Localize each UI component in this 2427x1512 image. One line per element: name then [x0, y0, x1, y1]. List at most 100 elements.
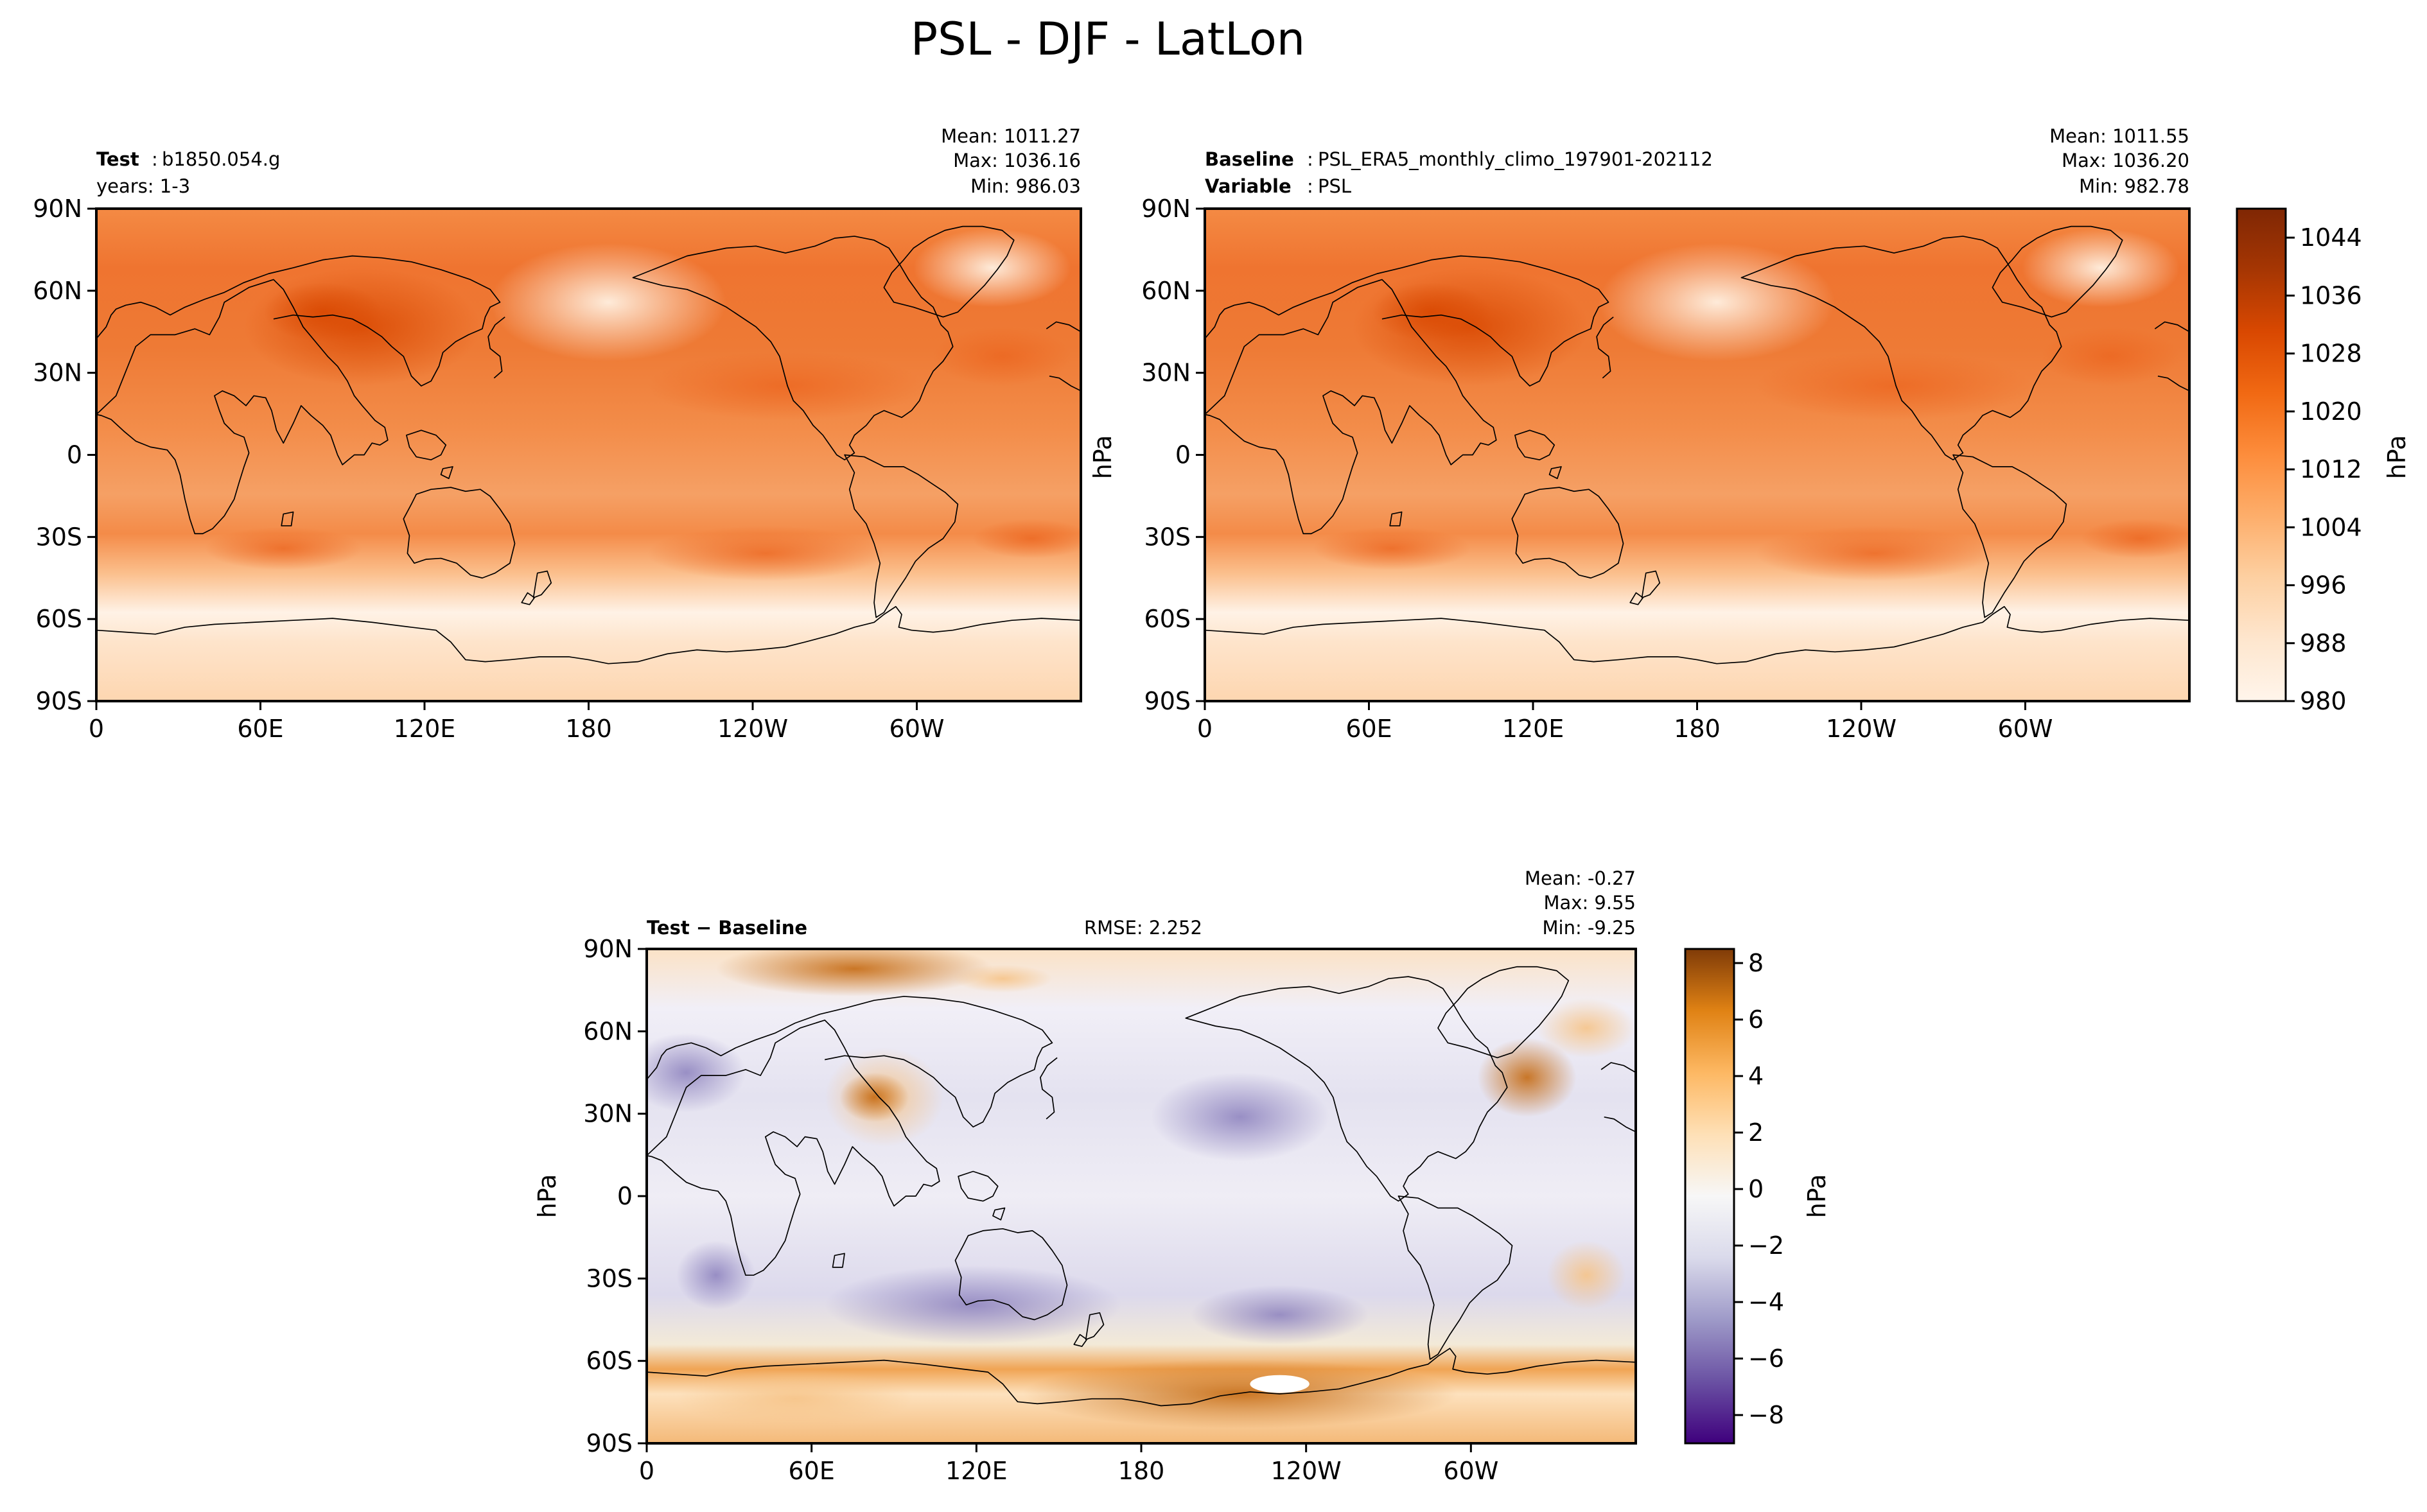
test-x-tick-label: 60W [889, 715, 945, 743]
test-header-sep: : [152, 148, 158, 170]
difference-map-x-ticks: 0 60E 120E 180 120W 60W [639, 1443, 1498, 1485]
difference-colorbar-label: hPa [1803, 1174, 1831, 1219]
psl-colorbar-tick-label: 980 [2300, 687, 2347, 715]
test-header-label: Test [96, 148, 139, 170]
psl-colorbar-tick-label: 1012 [2300, 455, 2362, 483]
baseline-y-tick-label: 0 [1175, 441, 1191, 469]
baseline-variable-sep: : [1307, 175, 1313, 197]
difference-y-axis-label: hPa [533, 1174, 561, 1219]
baseline-x-tick-label: 120E [1502, 715, 1564, 743]
difference-colorbar-tick-label: −6 [1748, 1344, 1784, 1373]
baseline-map-x-ticks: 0 60E 120E 180 120W 60W [1197, 701, 2053, 743]
baseline-stat-min: Min: 982.78 [2079, 175, 2189, 197]
difference-colorbar-ramp [1684, 948, 1735, 1445]
figure-title: PSL - DJF - LatLon [911, 13, 1305, 65]
psl-colorbar-ramp [2236, 207, 2287, 702]
difference-colorbar-tick-label: 4 [1748, 1062, 1764, 1090]
difference-psl-field [647, 949, 1636, 1443]
psl-colorbar-tick-label: 1028 [2300, 340, 2362, 368]
baseline-x-tick-label: 60W [1998, 715, 2053, 743]
difference-colorbar-tick-label: 0 [1748, 1175, 1764, 1203]
difference-stat-mean: Mean: -0.27 [1525, 867, 1636, 889]
difference-y-tick-label: 90N [583, 935, 633, 963]
test-y-tick-label: 90N [33, 195, 82, 223]
test-map-x-ticks: 0 60E 120E 180 120W 60W [89, 701, 945, 743]
difference-y-tick-label: 30S [586, 1264, 633, 1292]
test-stat-mean: Mean: 1011.27 [941, 125, 1081, 147]
baseline-stat-max: Max: 1036.20 [2062, 150, 2189, 171]
difference-colorbar-tick-label: −4 [1748, 1288, 1784, 1316]
baseline-x-tick-label: 180 [1674, 715, 1721, 743]
test-stat-min: Min: 986.03 [970, 175, 1081, 197]
difference-map-y-ticks: 90N 60N 30N 0 30S 60S 90S [583, 935, 647, 1457]
baseline-y-axis-label: hPa [1089, 435, 1117, 480]
difference-colorbar-tick-label: 2 [1748, 1118, 1764, 1147]
difference-y-tick-label: 60S [586, 1347, 633, 1375]
difference-y-tick-label: 0 [617, 1182, 633, 1210]
baseline-map-y-ticks: 90N 60N 30N 0 30S 60S 90S [1141, 195, 1205, 715]
difference-colorbar-ticks: −8 −6 −4 −2 0 2 4 6 8 [1734, 949, 1784, 1429]
baseline-variable-name: PSL [1318, 175, 1351, 197]
baseline-y-tick-label: 90S [1144, 687, 1191, 715]
psl-colorbar-tick-label: 1004 [2300, 513, 2362, 541]
psl-colorbar-label: hPa [2383, 435, 2411, 480]
difference-colorbar: −8 −6 −4 −2 0 2 4 6 8 hPa [1684, 948, 1831, 1445]
psl-colorbar-tick-label: 1020 [2300, 397, 2362, 426]
psl-colorbar-tick-label: 1036 [2300, 281, 2362, 309]
test-map-y-ticks: 90N 60N 30N 0 30S 60S 90S [33, 195, 96, 715]
test-case-name: b1850.054.g [162, 148, 280, 170]
test-x-tick-label: 180 [565, 715, 612, 743]
difference-x-tick-label: 60E [788, 1457, 834, 1485]
difference-y-tick-label: 30N [583, 1100, 633, 1128]
test-y-tick-label: 30N [33, 359, 82, 387]
difference-colorbar-tick-label: 6 [1748, 1005, 1764, 1034]
difference-x-tick-label: 120W [1271, 1457, 1342, 1485]
test-x-tick-label: 60E [237, 715, 283, 743]
test-x-tick-label: 120W [717, 715, 788, 743]
psl-colorbar: 980 988 996 1004 1012 1020 1028 1036 1044 hPa [2236, 207, 2411, 715]
difference-map-panel: 0 60E 120E 180 120W 60W 90N 60N 30N 0 30S 60S 90S h… [533, 867, 1637, 1485]
difference-header-label: Test − Baseline [647, 917, 807, 939]
difference-y-tick-label: 60N [583, 1017, 633, 1045]
baseline-variable-label: Variable [1205, 175, 1292, 197]
difference-y-tick-label: 90S [586, 1429, 633, 1457]
test-y-tick-label: 60N [33, 277, 82, 305]
psl-colorbar-tick-label: 996 [2300, 571, 2347, 600]
test-y-tick-label: 30S [36, 523, 82, 551]
test-map-panel: 0 60E 120E 180 120W 60W 90N 60N 30N 0 30S 60S 90S T… [33, 125, 1082, 743]
baseline-x-tick-label: 60E [1345, 715, 1392, 743]
difference-colorbar-tick-label: −8 [1748, 1401, 1784, 1429]
difference-x-tick-label: 0 [639, 1457, 654, 1485]
difference-stat-min: Min: -9.25 [1543, 917, 1636, 939]
difference-colorbar-tick-label: −2 [1748, 1231, 1784, 1260]
baseline-y-tick-label: 30S [1144, 523, 1191, 551]
difference-x-tick-label: 60W [1443, 1457, 1498, 1485]
difference-colorbar-tick-label: 8 [1748, 949, 1764, 977]
test-stat-max: Max: 1036.16 [953, 150, 1081, 171]
test-y-tick-label: 60S [36, 605, 82, 633]
baseline-x-tick-label: 120W [1826, 715, 1897, 743]
difference-stat-max: Max: 9.55 [1543, 892, 1636, 914]
baseline-header-sep: : [1307, 148, 1313, 170]
psl-colorbar-ticks: 980 988 996 1004 1012 1020 1028 1036 1044 [2286, 223, 2362, 715]
test-y-tick-label: 0 [67, 441, 82, 469]
test-years: years: 1-3 [96, 175, 190, 197]
difference-x-tick-label: 120E [945, 1457, 1008, 1485]
baseline-y-tick-label: 30N [1141, 359, 1191, 387]
baseline-psl-field [1205, 209, 2189, 701]
psl-colorbar-tick-label: 988 [2300, 629, 2347, 657]
psl-colorbar-tick-label: 1044 [2300, 223, 2362, 252]
baseline-x-tick-label: 0 [1197, 715, 1213, 743]
baseline-map-panel: 0 60E 120E 180 120W 60W 90N 60N 30N 0 30S 60S 90S h… [1089, 125, 2191, 743]
baseline-y-tick-label: 60S [1144, 605, 1191, 633]
test-x-tick-label: 120E [394, 715, 456, 743]
difference-rmse: RMSE: 2.252 [1084, 917, 1202, 939]
test-x-tick-label: 0 [89, 715, 104, 743]
baseline-stat-mean: Mean: 1011.55 [2049, 125, 2189, 147]
baseline-dataset-name: PSL_ERA5_monthly_climo_197901-202112 [1318, 148, 1713, 170]
baseline-y-tick-label: 60N [1141, 277, 1191, 305]
baseline-y-tick-label: 90N [1141, 195, 1191, 223]
test-psl-field [96, 209, 1081, 701]
baseline-header-label: Baseline [1205, 148, 1294, 170]
